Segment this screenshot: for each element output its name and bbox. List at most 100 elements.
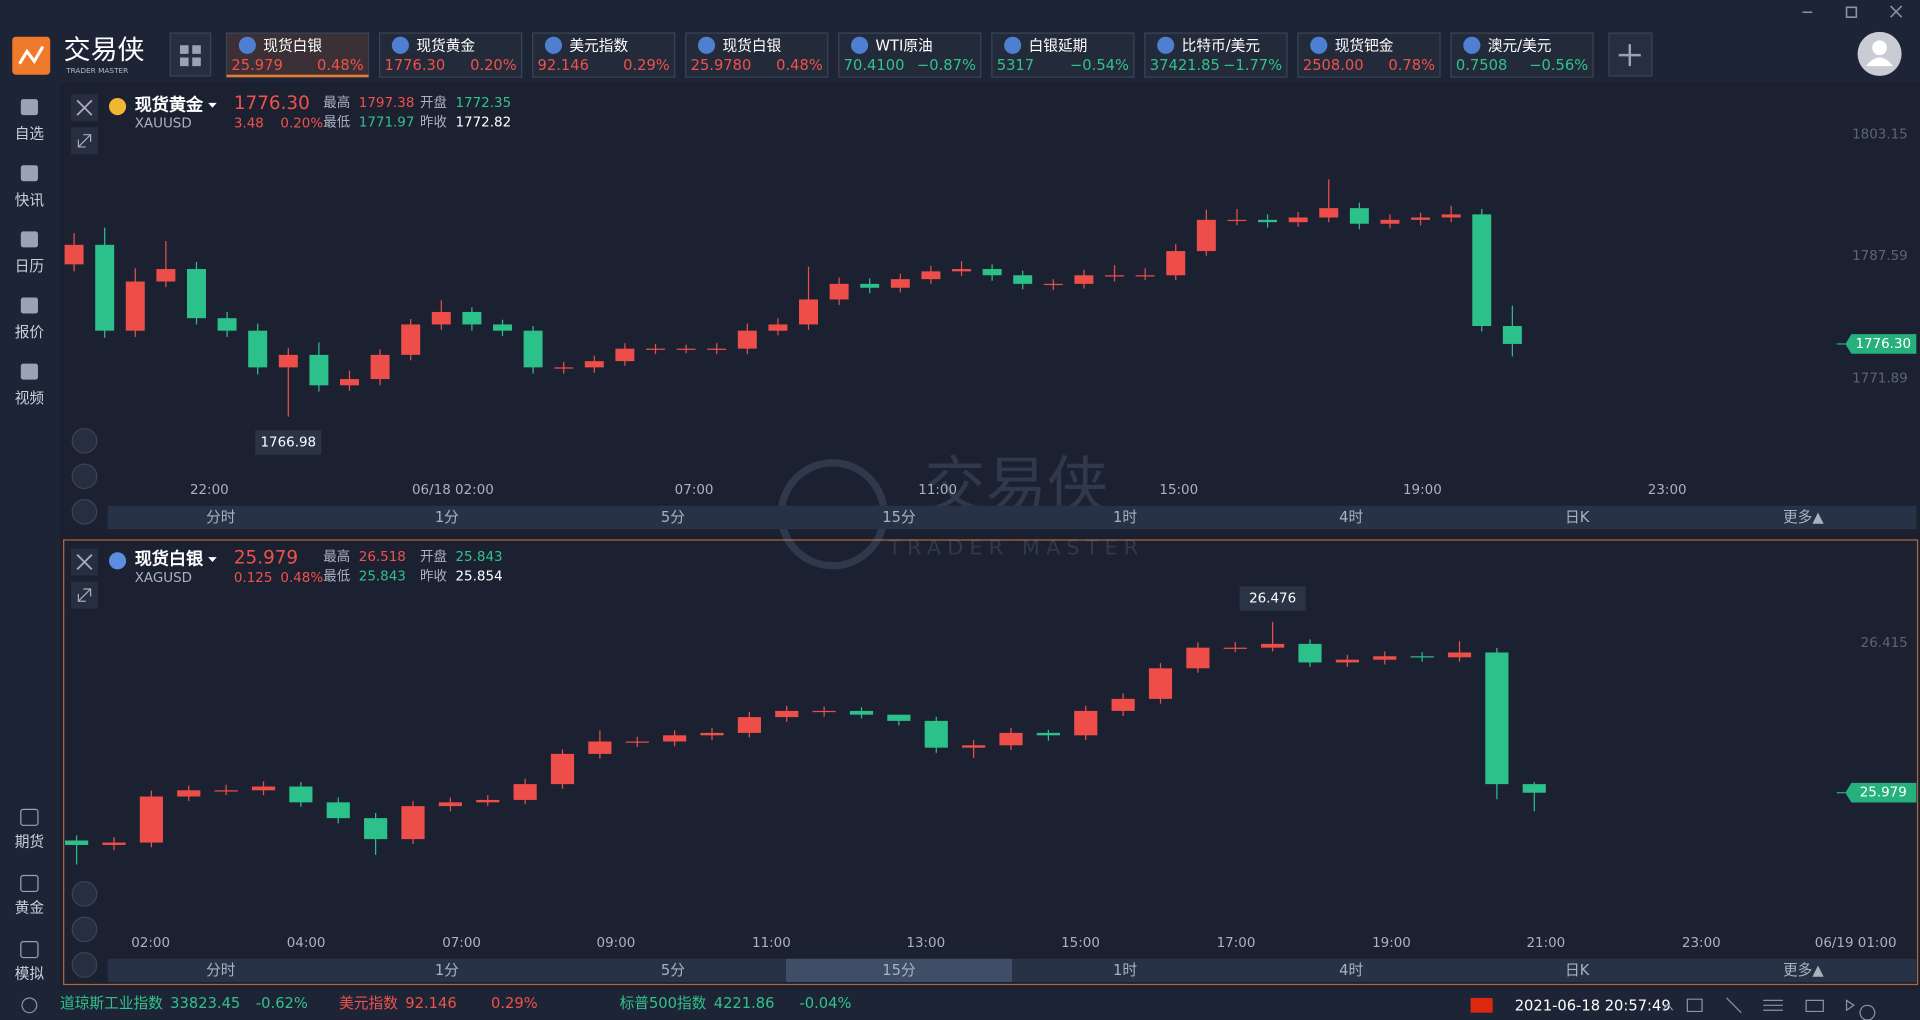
period-tab[interactable]: 1时 [1113, 509, 1137, 526]
index-name: 标普500指数 [620, 995, 707, 1012]
candle-body [584, 361, 604, 368]
period-tab[interactable]: 1分 [435, 962, 459, 979]
sidebar-icon[interactable] [20, 99, 38, 116]
period-tab[interactable]: 15分 [882, 509, 916, 526]
period-tab[interactable]: 日K [1565, 509, 1590, 526]
ticker-change: 0.20% [470, 57, 517, 74]
index-price: 4221.86 [714, 995, 775, 1012]
sidebar-icon[interactable] [20, 941, 39, 959]
grid-icon [180, 45, 201, 67]
layout-button[interactable] [169, 32, 212, 77]
index-change: -0.04% [799, 995, 851, 1012]
candle-body [214, 790, 238, 792]
candle-body [326, 802, 350, 819]
candle-body [775, 710, 799, 718]
sidebar-icon[interactable] [20, 874, 39, 893]
candle-body [1288, 217, 1308, 223]
x-tick-label: 21:00 [1526, 936, 1565, 951]
period-tab[interactable]: 1时 [1113, 962, 1137, 979]
period-tab[interactable]: 4时 [1339, 509, 1363, 526]
period-bar [107, 505, 1917, 529]
symbol-name[interactable]: 现货白银 [135, 549, 204, 570]
expand-icon [77, 588, 92, 602]
sidebar-label: 模拟 [15, 966, 45, 983]
period-tab[interactable]: 更多▲ [1783, 962, 1824, 979]
x-tick-label: 19:00 [1403, 483, 1442, 498]
avatar-body [1866, 57, 1894, 67]
candle-body [248, 330, 268, 368]
chart-tool[interactable] [71, 498, 98, 525]
period-tab[interactable]: 分时 [206, 509, 236, 526]
ticker-price: 0.7508 [1456, 57, 1507, 74]
candle-body [401, 806, 425, 840]
candle-body [1261, 643, 1285, 648]
stat-value: 1772.82 [456, 115, 512, 130]
ticker-icon [238, 36, 256, 54]
chart-tool[interactable] [71, 916, 98, 943]
ticker-icon [1463, 36, 1481, 54]
sidebar-label: 报价 [15, 324, 45, 341]
period-tab[interactable]: 5分 [661, 509, 685, 526]
candle-body [1380, 219, 1400, 224]
chart-tool[interactable] [71, 952, 98, 978]
ticker-icon [1310, 36, 1328, 54]
candle-body [431, 311, 451, 325]
symbol-change-pct: 0.20% [280, 117, 323, 132]
y-tick-label: 26.415 [1861, 636, 1908, 651]
logo-text: 交易侠 [64, 35, 145, 66]
x-tick-label: 04:00 [287, 936, 326, 951]
sidebar-icon[interactable] [20, 808, 39, 826]
x-tick-label: 17:00 [1217, 936, 1256, 951]
chart-tool[interactable] [71, 881, 98, 907]
ticker-change: 0.48% [776, 57, 823, 74]
chart-tool[interactable] [71, 427, 98, 454]
candle-body [493, 324, 512, 331]
ticker-change: −0.56% [1529, 57, 1588, 74]
window-controls[interactable] [1802, 5, 1903, 18]
period-tab[interactable]: 1分 [435, 509, 459, 526]
candle-body [1441, 214, 1461, 218]
candle-body [860, 283, 880, 288]
chart-tool[interactable] [71, 463, 98, 490]
symbol-price: 1776.30 [234, 93, 310, 114]
candle-body [1227, 219, 1247, 222]
candle-body [554, 367, 574, 369]
period-tab[interactable]: 4时 [1339, 962, 1363, 979]
index-name: 道琼斯工业指数 [60, 995, 163, 1012]
period-tab[interactable]: 分时 [206, 962, 236, 979]
sidebar-icon[interactable] [20, 165, 38, 182]
price-tag-label: 1776.30 [1855, 337, 1911, 352]
headset-icon[interactable] [21, 997, 38, 1014]
x-tick-label: 11:00 [918, 483, 957, 498]
candle-body [217, 318, 237, 331]
ticker-name: 比特币/美元 [1182, 38, 1261, 55]
period-tab[interactable]: 更多▲ [1783, 509, 1824, 526]
price-tag [1845, 782, 1917, 803]
x-tick-label: 07:00 [675, 483, 714, 498]
candle-body [1043, 283, 1063, 286]
period-tab[interactable]: 5分 [661, 962, 685, 979]
period-tab[interactable]: 日K [1565, 962, 1590, 979]
x-tick-label: 22:00 [190, 483, 229, 498]
candle-body [65, 840, 89, 845]
ticker-price: 25.979 [231, 57, 282, 74]
close-icon [76, 99, 93, 116]
candle-body [1319, 208, 1339, 218]
candle-body [177, 790, 201, 797]
sidebar-icon[interactable] [20, 297, 38, 314]
candle-body [139, 796, 163, 843]
candle-body [737, 330, 757, 349]
period-tab[interactable]: 15分 [882, 962, 916, 979]
extreme-label: 26.476 [1249, 592, 1296, 607]
candle-body [1013, 275, 1033, 284]
ticker-name: 现货钯金 [1335, 38, 1394, 55]
candle-body [799, 299, 819, 325]
index-price: 92.146 [405, 995, 456, 1012]
candle-body [962, 745, 986, 748]
candle-body [1166, 251, 1186, 276]
sidebar-icon[interactable] [20, 231, 38, 248]
sidebar-icon[interactable] [20, 363, 38, 380]
x-tick-label: 02:00 [131, 936, 170, 951]
symbol-name[interactable]: 现货黄金 [135, 94, 204, 115]
